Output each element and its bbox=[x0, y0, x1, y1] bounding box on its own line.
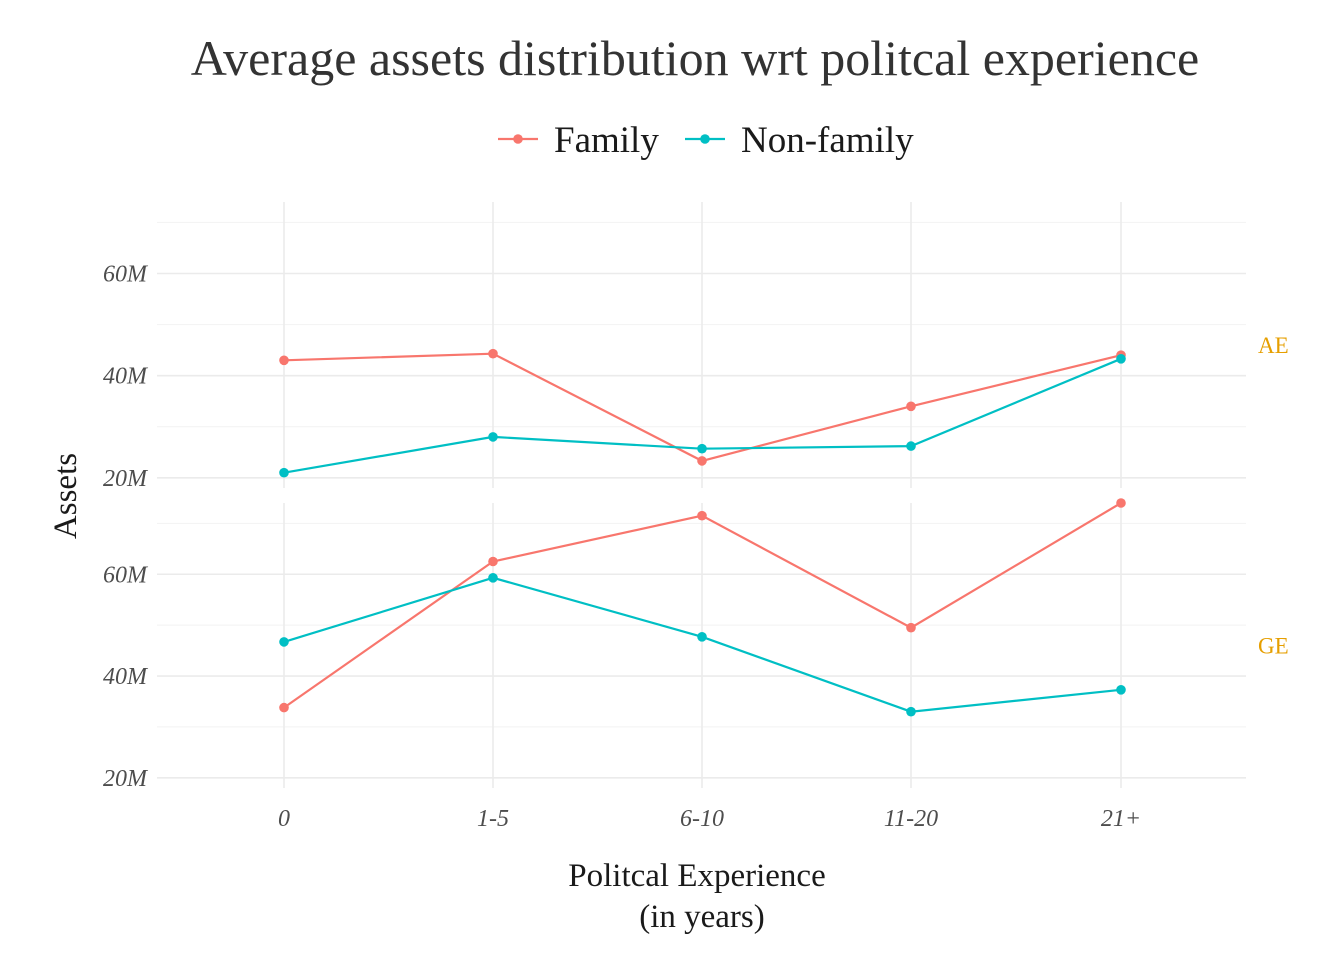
x-axis-ticks: 0 1-5 6-10 11-20 21+ bbox=[278, 806, 1141, 832]
panel-ge: 20M 40M 60M GE bbox=[103, 498, 1289, 792]
legend: Family Non-family bbox=[498, 120, 914, 161]
data-point-21 bbox=[1116, 685, 1126, 695]
legend-label: Family bbox=[554, 120, 659, 161]
x-tick-label-21: 21+ bbox=[1101, 806, 1141, 832]
x-tick-label-1-5: 1-5 bbox=[477, 806, 509, 832]
data-point-21 bbox=[1116, 354, 1126, 364]
data-point-6-10 bbox=[697, 443, 707, 454]
legend-item-family: Family bbox=[498, 120, 659, 161]
legend-key-point bbox=[513, 134, 523, 144]
legend-item-non-family: Non-family bbox=[685, 120, 914, 161]
data-point-0 bbox=[279, 467, 289, 478]
data-point-11-20 bbox=[906, 441, 916, 451]
data-point-1-5 bbox=[488, 556, 498, 567]
data-point-21 bbox=[1116, 498, 1126, 508]
y-tick-label: 20M bbox=[103, 766, 149, 792]
y-tick-label: 60M bbox=[103, 562, 149, 588]
data-point-1-5 bbox=[488, 573, 498, 583]
y-tick-label: 40M bbox=[103, 364, 149, 390]
legend-label: Non-family bbox=[741, 120, 914, 161]
panel-ae: 20M 40M 60M AE bbox=[103, 202, 1289, 492]
series-non-family-ge bbox=[279, 573, 1126, 717]
data-point-1-5 bbox=[488, 348, 498, 359]
data-point-11-20 bbox=[906, 401, 916, 412]
data-point-6-10 bbox=[697, 510, 707, 521]
facet-strip-label: GE bbox=[1258, 634, 1289, 659]
data-point-6-10 bbox=[697, 456, 707, 466]
x-tick-label-11-20: 11-20 bbox=[884, 806, 938, 832]
x-tick-label-0: 0 bbox=[278, 806, 290, 832]
data-point-6-10 bbox=[697, 632, 707, 642]
facet-strip-label: AE bbox=[1258, 333, 1289, 358]
data-point-0 bbox=[279, 702, 289, 713]
x-axis-subtitle: (in years) bbox=[639, 899, 765, 935]
data-point-1-5 bbox=[488, 432, 498, 442]
y-axis-title: Assets bbox=[48, 453, 84, 539]
panels: 20M 40M 60M AE 20M 40M 60M GE bbox=[103, 202, 1289, 792]
data-point-0 bbox=[279, 355, 289, 366]
chart-title: Average assets distribution wrt politcal… bbox=[191, 30, 1199, 86]
series-non-family-ae bbox=[279, 354, 1126, 478]
y-tick-label: 60M bbox=[103, 262, 149, 288]
data-point-0 bbox=[279, 637, 289, 647]
data-point-11-20 bbox=[906, 622, 916, 633]
legend-key-point bbox=[700, 134, 710, 144]
y-tick-label: 40M bbox=[103, 664, 149, 690]
series-family-ge bbox=[279, 498, 1126, 713]
x-axis-title: Politcal Experience bbox=[568, 858, 825, 894]
data-point-11-20 bbox=[906, 706, 916, 717]
y-tick-label: 20M bbox=[103, 466, 149, 492]
x-tick-label-6-10: 6-10 bbox=[680, 806, 724, 832]
